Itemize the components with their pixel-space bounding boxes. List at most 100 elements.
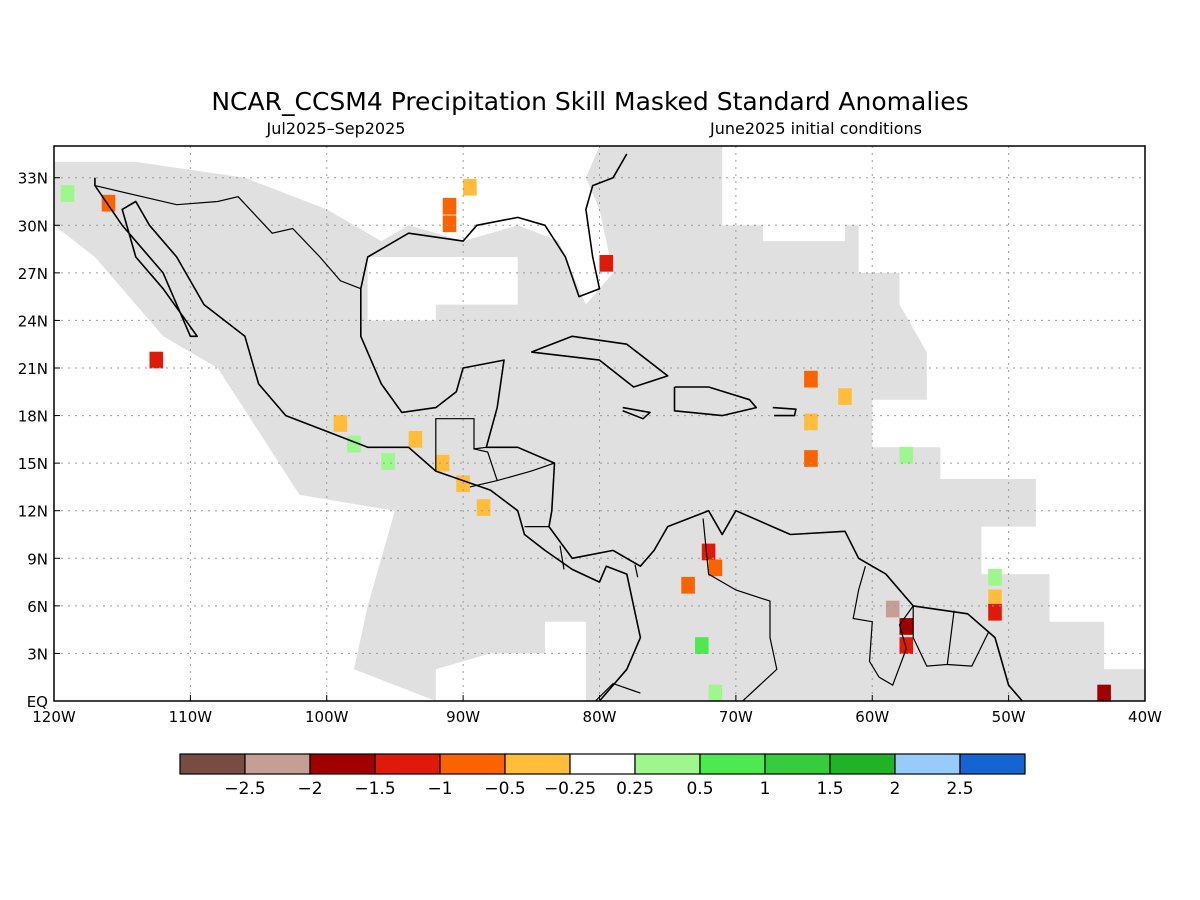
anomaly-cell [899,618,914,635]
legend-swatch [894,753,961,775]
legend-swatch [179,753,246,775]
legend-label: −0.5 [484,779,525,799]
x-tick-label: 50W [992,708,1026,726]
y-axis: EQ 3N 6N 9N 12N 15N 18N 21N 24N 27N 30N 33N [18,170,60,711]
coastline [359,288,1023,701]
y-tick-label: 18N [18,408,48,426]
anomaly-cells-layer [60,178,1111,701]
anomaly-cell [408,431,423,448]
coastline [360,153,628,298]
x-tick-label: 110W [169,708,213,726]
coastlines-layer [94,153,1023,701]
legend-swatch [569,753,636,775]
legend-swatch [959,753,1026,775]
legend-label: −2 [297,779,322,799]
map-plot-area [54,146,1145,701]
anomaly-cell [442,215,457,233]
legend-label: −1 [427,779,452,799]
country-border [702,518,778,701]
borders-layer [94,185,989,701]
legend-swatch [244,753,311,775]
country-border [435,418,487,472]
anomaly-cell [899,446,914,464]
anomaly-cell [60,185,75,202]
y-tick-label: 33N [18,170,48,188]
anomaly-cell [701,543,716,561]
anomaly-cell [381,453,395,470]
country-border [594,682,641,701]
coastline [673,386,758,417]
legend-swatch [764,753,831,775]
unmasked-region [763,177,845,242]
country-border [469,448,498,488]
legend-swatch [829,753,896,775]
country-border [947,632,989,667]
coastline [531,335,669,388]
x-tick-label: 60W [855,708,889,726]
legend-swatch [439,753,506,775]
anomaly-cell [149,351,164,369]
unmasked-region [545,621,586,701]
anomaly-cell [442,197,457,215]
y-tick-label: 24N [18,312,48,330]
anomaly-cell [988,603,1002,621]
coastline [94,177,642,701]
legend-label: −1.5 [354,779,395,799]
legend-swatch [309,753,376,775]
anomaly-cell [333,415,348,432]
anomaly-cell [599,255,614,272]
legend-label: 1.5 [816,779,843,799]
anomaly-cell [476,499,491,516]
x-tick-label: 70W [719,708,753,726]
coastline [622,406,651,420]
y-tick-label: 21N [18,360,48,378]
y-tick-label: 9N [27,550,48,568]
x-tick-label: 100W [305,708,349,726]
coastline [772,406,797,417]
y-tick-label: 15N [18,455,48,473]
legend-label: −2.5 [224,779,265,799]
country-border [559,545,565,570]
legend-swatch [699,753,766,775]
map-title: NCAR_CCSM4 Precipitation Skill Masked St… [211,87,968,116]
anomaly-cell [435,454,450,472]
x-axis: 120W 110W 100W 90W 80W 70W 60W 50W 40W [32,695,1162,726]
y-tick-label: 3N [27,645,48,663]
anomaly-cell [708,559,723,577]
y-tick-label: 12N [18,503,48,521]
y-tick-label: 30N [18,217,48,235]
legend-swatch [634,753,701,775]
anomaly-cell [988,569,1002,586]
country-border [497,462,555,482]
anomaly-cell [681,576,695,594]
gridlines [54,146,1145,701]
legend-label: 0.5 [686,779,713,799]
legend-label: 0.25 [616,779,654,799]
legend-label: −0.25 [544,779,596,799]
y-tick-label: 6N [27,598,48,616]
y-tick-label: EQ [27,693,48,711]
anomaly-cell [899,637,914,654]
anomaly-cell [885,600,900,618]
legend-swatch [504,753,571,775]
x-tick-label: 90W [446,708,480,726]
x-tick-label: 120W [32,708,76,726]
map-subtitle-period: Jul2025–Sep2025 [266,119,406,138]
anomaly-cell [1097,684,1111,701]
country-border [852,566,914,686]
color-legend: −2.5 −2 −1.5 −1 −0.5 −0.25 0.25 0.5 1 1.5 2 2.5 [179,753,1026,799]
map-subtitle-init: June2025 initial conditions [709,119,922,138]
anomaly-cell [708,684,723,701]
x-tick-label: 40W [1128,708,1162,726]
country-border [94,185,362,290]
legend-swatch [374,753,441,775]
anomaly-cell [804,450,818,467]
anomaly-cell [988,589,1002,607]
legend-label: 2.5 [946,779,973,799]
legend-label: 2 [890,779,901,799]
anomaly-cell [101,194,116,212]
skill-mask-layer [54,146,1145,701]
anomaly-cell [463,178,477,196]
country-border [634,564,639,578]
